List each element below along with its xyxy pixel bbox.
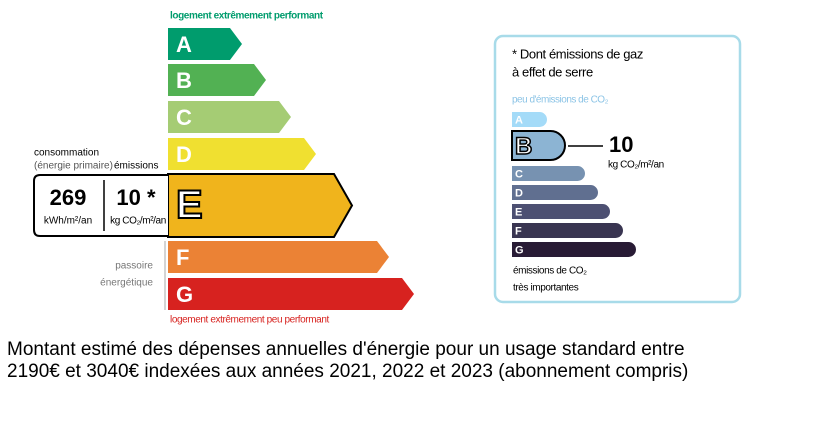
energy-bar	[168, 278, 414, 310]
emissions-label: émissions	[114, 161, 158, 172]
energy-letter: G	[176, 282, 193, 307]
ghg-bar	[511, 130, 566, 161]
energy-letter: E	[176, 183, 203, 227]
ghg-bar	[512, 242, 636, 257]
ghg-letter: G	[515, 244, 524, 256]
footer-text: 2190€ et 3040€ indexées aux années 2021,…	[7, 361, 688, 382]
energy-bar	[168, 241, 389, 273]
ghg-unit: kg CO₂/m²/an	[608, 160, 664, 171]
consumption-unit: kWh/m²/an	[44, 216, 92, 227]
footer-text: Montant estimé des dépenses annuelles d'…	[7, 339, 685, 360]
ghg-bottom-label: très importantes	[513, 283, 579, 294]
energy-letter: B	[176, 68, 192, 93]
consumption-value: 269	[50, 185, 87, 210]
energy-bar	[168, 138, 316, 170]
value-box	[33, 174, 168, 237]
ghg-bar	[512, 223, 624, 238]
energy-bar	[168, 101, 291, 133]
passoire-label: passoire	[115, 261, 153, 272]
top-label: logement extrêmement performant	[170, 11, 324, 22]
ghg-value: 10	[609, 132, 633, 157]
bottom-label: logement extrêmement peu performant	[170, 315, 329, 326]
ghg-top-label: peu d'émissions de CO₂	[512, 95, 609, 106]
ghg-letter: F	[515, 225, 522, 237]
ghg-letter: D	[515, 187, 523, 199]
ghg-bar	[512, 112, 547, 127]
consumption-label: consommation	[34, 148, 99, 159]
consumption-sub: (énergie primaire)	[34, 161, 113, 172]
ghg-bottom-label: émissions de CO₂	[513, 266, 587, 277]
ghg-bar	[512, 204, 610, 219]
energy-letter: D	[176, 142, 192, 167]
ghg-letter: B	[515, 133, 532, 160]
energy-letter: C	[176, 105, 192, 130]
energy-bar	[168, 28, 242, 60]
ghg-note: * Dont émissions de gaz	[512, 46, 643, 61]
ghg-letter: C	[515, 168, 523, 180]
ghg-bar	[512, 166, 586, 181]
emissions-value: 10 *	[116, 185, 156, 210]
passoire-label: énergétique	[100, 278, 153, 289]
ghg-letter: E	[515, 206, 522, 218]
emissions-unit: kg CO₂/m²/an	[110, 216, 166, 227]
energy-letter: F	[176, 245, 189, 270]
ghg-note: à effet de serre	[512, 64, 593, 79]
ghg-letter: A	[515, 114, 523, 126]
ghg-bar	[512, 185, 598, 200]
energy-letter: A	[176, 32, 192, 57]
energy-bar	[168, 64, 266, 96]
